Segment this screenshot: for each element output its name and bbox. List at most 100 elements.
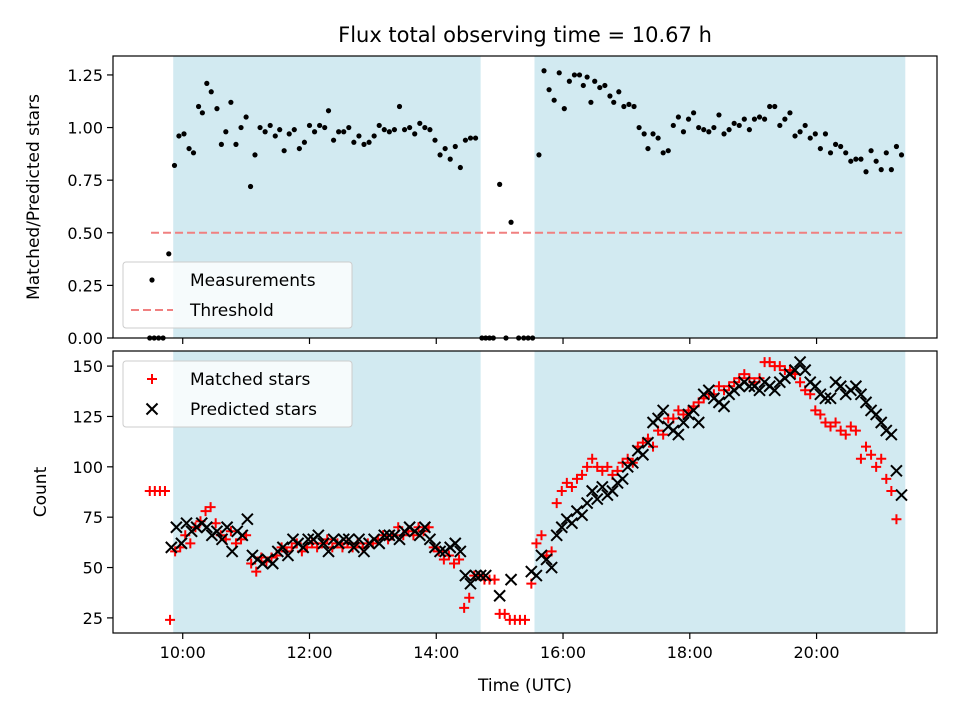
matched-star-point — [810, 405, 821, 416]
measurement-point — [457, 164, 463, 171]
matched-star-point — [597, 465, 608, 476]
predicted-star-point — [895, 488, 908, 502]
predicted-star-point — [317, 537, 330, 550]
measurement-point — [551, 97, 557, 103]
measurement-point — [822, 131, 829, 137]
legend-marker-plus — [147, 374, 157, 384]
matched-star-point — [582, 461, 593, 472]
measurement-point — [238, 124, 244, 131]
measurement-point — [462, 137, 469, 143]
measurement-point — [741, 116, 747, 122]
y-tick-label: 50 — [83, 559, 103, 578]
measurement-point — [616, 89, 622, 95]
matched-star-point — [825, 421, 836, 432]
measurement-point — [252, 152, 258, 158]
predicted-star-point — [220, 521, 234, 534]
predicted-star-point — [565, 517, 579, 530]
predicted-star-point — [302, 533, 315, 546]
matched-star-point — [577, 469, 588, 480]
predicted-star-point — [854, 388, 868, 401]
measurement-point — [787, 110, 793, 116]
legend-box — [122, 261, 353, 329]
measurement-point — [848, 158, 854, 164]
ratio-legend: Measurements Threshold — [122, 261, 353, 329]
matched-star-point — [165, 614, 176, 625]
legend-label: Predicted stars — [190, 400, 317, 420]
predicted-star-point — [479, 569, 492, 582]
measurement-point — [777, 122, 783, 129]
measurement-point — [767, 103, 773, 110]
measurement-point — [541, 68, 547, 74]
matched-star-point — [840, 429, 851, 440]
measurement-point — [166, 251, 172, 257]
measurement-point — [376, 122, 382, 129]
matched-star-point — [713, 381, 724, 392]
measurement-point — [296, 145, 302, 152]
predicted-star-point — [493, 589, 506, 602]
matched-star-point — [886, 485, 897, 496]
predicted-star-point — [175, 537, 188, 550]
predicted-star-point — [869, 408, 883, 421]
predicted-star-point — [824, 392, 837, 405]
x-tick-label: 12:00 — [286, 643, 332, 662]
predicted-star-point — [459, 569, 472, 582]
y-tick-label: 150 — [72, 357, 103, 376]
matched-star-point — [556, 485, 567, 496]
x-tick-label: 10:00 — [160, 643, 206, 662]
predicted-star-point — [636, 448, 650, 461]
measurement-point — [330, 137, 337, 143]
predicted-star-point — [200, 521, 214, 534]
measurement-point — [843, 150, 849, 156]
measurement-point — [427, 127, 433, 133]
measurement-point — [607, 93, 613, 99]
measurement-point — [602, 82, 608, 89]
matched-star-point — [774, 361, 785, 372]
predicted-star-point — [373, 537, 386, 550]
measurement-point — [832, 141, 839, 147]
matched-star-point — [561, 477, 572, 488]
matched-star-point — [185, 538, 196, 549]
predicted-star-point — [687, 404, 700, 417]
predicted-star-point — [545, 561, 558, 574]
predicted-star-point — [281, 549, 295, 562]
measurement-point — [746, 127, 752, 133]
y-tick-label: 0.75 — [67, 171, 103, 190]
legend-marker-dot — [149, 277, 155, 283]
predicted-star-point — [530, 569, 543, 582]
measurement-point — [731, 120, 737, 126]
predicted-star-point — [449, 537, 462, 550]
predicted-star-point — [418, 521, 432, 534]
measurement-point — [636, 124, 642, 131]
count-y-ticks: 25 50 75 100 125 150 — [72, 357, 113, 628]
matched-star-point — [489, 574, 500, 585]
measurement-point — [893, 143, 900, 150]
matched-star-point — [845, 421, 856, 432]
measurement-point — [199, 110, 205, 116]
predicted-star-point — [768, 384, 781, 397]
measurement-point — [412, 131, 418, 137]
matched-star-point — [739, 369, 750, 380]
measurement-point — [381, 127, 387, 133]
matched-star-point — [876, 453, 887, 464]
y-tick-label: 75 — [83, 508, 103, 527]
predicted-star-point — [383, 529, 396, 542]
measurement-point — [597, 84, 603, 91]
predicted-star-point — [180, 517, 193, 530]
matched-star-point — [464, 592, 475, 603]
measurement-point — [706, 129, 712, 135]
predicted-star-point — [423, 533, 437, 546]
predicted-star-point — [753, 384, 766, 397]
measurement-point — [301, 139, 308, 145]
measurement-point — [660, 150, 666, 156]
measurement-point — [670, 122, 676, 129]
predicted-star-point — [210, 525, 224, 538]
measurement-point — [311, 129, 318, 135]
measurement-point — [422, 124, 428, 131]
matched-star-point — [850, 425, 861, 436]
measurement-point — [262, 129, 268, 135]
predicted-star-point — [464, 577, 477, 590]
predicted-star-point — [276, 541, 290, 554]
y-tick-label: 0.25 — [67, 276, 103, 295]
measurement-point — [391, 127, 398, 133]
